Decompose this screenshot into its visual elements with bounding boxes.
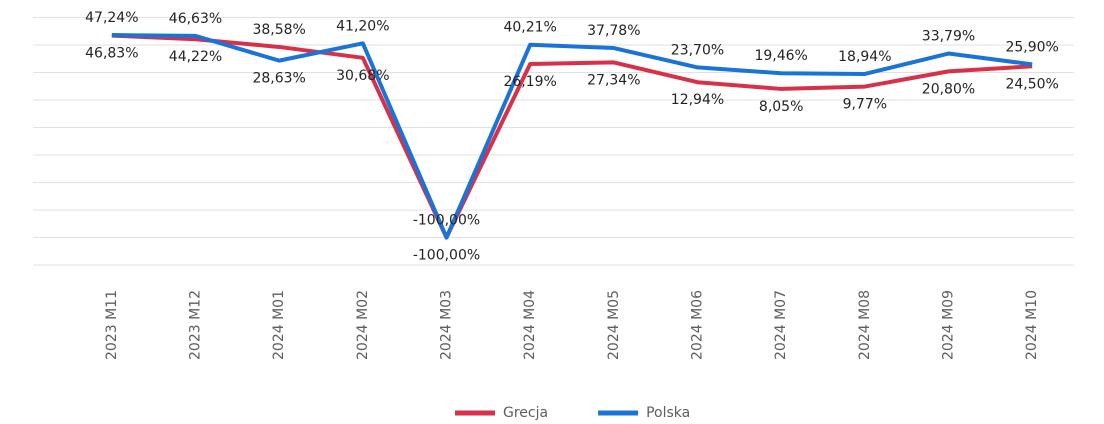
data-label: 46,83% (85, 46, 138, 62)
x-tick-label: 2024 M09 (941, 290, 957, 360)
x-tick-label: 2023 M12 (188, 290, 204, 360)
x-tick-label: 2024 M08 (857, 290, 873, 360)
data-label: -100,00% (413, 213, 480, 229)
data-label: 27,34% (587, 72, 640, 88)
data-label: 25,90% (1005, 39, 1058, 55)
data-label: 8,05% (759, 99, 803, 115)
x-tick-label: 2024 M10 (1024, 290, 1040, 360)
x-tick-label: 2024 M03 (439, 290, 455, 360)
data-label: 9,77% (843, 97, 887, 113)
data-label: -100,00% (413, 248, 480, 264)
data-label: 28,63% (252, 71, 305, 87)
data-label: 20,80% (922, 81, 975, 97)
data-label: 18,94% (838, 49, 891, 65)
data-label: 26,19% (503, 74, 556, 90)
legend-label: Grecja (503, 405, 548, 421)
data-label: 33,79% (922, 29, 975, 45)
data-label: 40,21% (503, 20, 556, 36)
x-tick-label: 2024 M06 (690, 290, 706, 360)
data-label: 38,58% (252, 22, 305, 38)
data-label: 47,24% (85, 10, 138, 26)
data-label: 46,63% (169, 11, 222, 27)
data-label: 44,22% (169, 49, 222, 65)
data-label: 19,46% (754, 48, 807, 64)
x-tick-label: 2024 M01 (271, 290, 287, 360)
data-label: 37,78% (587, 23, 640, 39)
x-tick-label: 2024 M07 (773, 290, 789, 360)
data-label: 30,68% (336, 68, 389, 84)
x-tick-label: 2024 M04 (522, 290, 538, 360)
series-line (111, 33, 1033, 240)
x-tick-label: 2023 M11 (104, 290, 120, 360)
legend-label: Polska (646, 405, 690, 421)
data-label: 23,70% (671, 42, 724, 58)
series-line (111, 33, 1033, 240)
x-tick-label: 2024 M02 (355, 290, 371, 360)
x-tick-label: 2024 M05 (606, 290, 622, 360)
data-label: 41,20% (336, 18, 389, 34)
data-label: 24,50% (1005, 76, 1058, 92)
data-label: 12,94% (671, 92, 724, 108)
